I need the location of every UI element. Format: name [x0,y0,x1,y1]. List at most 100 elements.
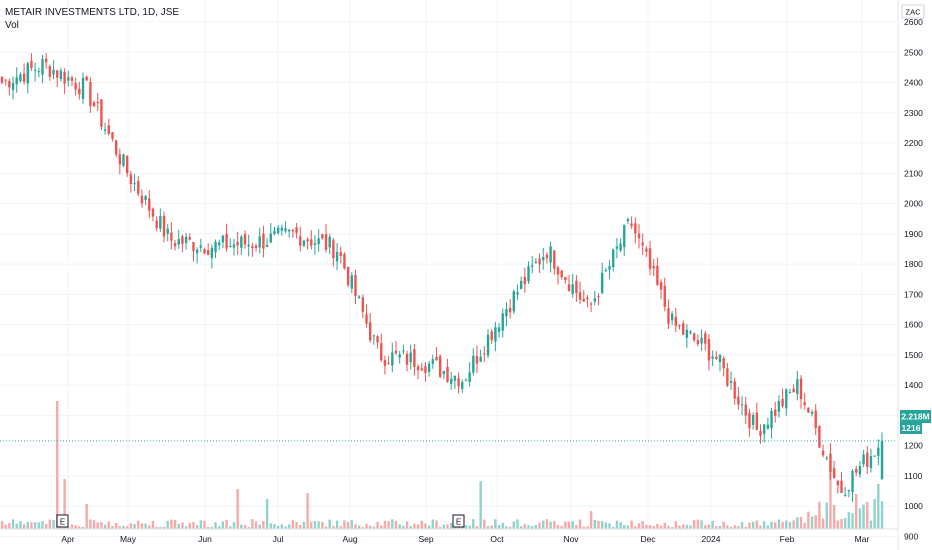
volume-bar [623,525,626,529]
candle [111,131,114,142]
candle [133,173,136,191]
volume-bar [291,520,295,529]
earnings-marker-2[interactable]: E [452,514,465,528]
earnings-marker-1-text: E [60,518,65,527]
volume-bar [67,526,70,529]
candle [85,75,88,82]
candle [762,424,766,443]
volume-bar [777,519,781,529]
candle [63,68,66,94]
earnings-marker-1[interactable]: E [56,514,69,528]
volume-bar [604,522,608,529]
candle [689,330,692,335]
candle [177,229,180,249]
candle [792,384,795,393]
candle [125,154,129,177]
candle [494,321,497,352]
candle [755,402,759,431]
volume-bar [553,520,556,529]
volume-bar [22,524,26,529]
volume-bar [600,521,604,529]
time-axis[interactable]: Apr May Jun Jul Aug Sep Oct Nov Dec 2024 Feb Mar [61,534,869,544]
volume-bars [0,401,884,529]
candle [328,233,331,255]
candle [516,284,519,300]
volume-bar [409,525,412,529]
volume-bar [214,522,217,529]
candle [825,455,828,461]
candle [751,412,755,430]
candle [821,444,825,458]
candle [56,69,59,88]
volume-bar [866,501,869,529]
candle [310,230,313,250]
volume-bar [733,525,736,529]
candle [321,233,324,240]
time-tick-label: Feb [780,534,795,544]
volume-bar [722,521,725,529]
time-tick-label: Dec [640,534,656,544]
candle [630,216,633,230]
candle [357,295,361,300]
candle [188,233,191,241]
candle [869,448,873,473]
candle [144,194,147,206]
candle [674,308,678,333]
candle [438,354,442,379]
candle [173,240,177,251]
candle [365,304,368,328]
candle [575,274,578,303]
volume-bar [221,521,225,529]
candle [700,329,703,351]
candle [836,480,840,494]
candle [376,334,379,349]
volume-bar [648,525,652,529]
volume-bar [435,520,438,529]
candle [645,246,648,258]
candle [626,217,630,225]
candle [534,258,538,264]
volume-bar [44,523,48,529]
candle [486,329,490,358]
volume-bar [630,520,633,529]
volume-bar [593,519,597,529]
volume-bar [247,526,250,529]
volume-bar [265,499,269,529]
volume-bar [199,520,203,529]
volume-bar [450,523,453,529]
candle [519,276,523,290]
candle [435,347,438,361]
volume-badge: 2.218M [900,410,931,423]
candle [450,372,453,390]
candle [612,248,615,272]
volume-bar [92,520,96,529]
candle [531,256,534,274]
volume-bar [424,523,427,529]
candle [284,221,287,234]
candle [578,281,582,305]
price-axis[interactable]: 9001000110012001300140015001600170018001… [904,17,923,541]
volume-bar [173,519,177,529]
volume-bar [394,520,398,529]
volume-bar [527,525,530,529]
volume-bar [505,526,508,529]
candle [398,350,401,364]
volume-bar [111,526,114,529]
candle [729,371,733,391]
candle [394,340,398,356]
volume-bar [273,524,276,529]
volume-bar [803,522,806,529]
volume-bar [427,525,431,529]
candle [424,361,427,382]
candle [339,246,342,264]
volume-bar [534,524,538,529]
candle [37,67,41,78]
time-tick-label: Oct [490,534,504,544]
candle [681,320,685,335]
volume-bar [361,526,365,529]
candlesticks [0,53,884,502]
price-tick-label: 2500 [904,47,923,57]
volume-bar [442,524,446,529]
candle [122,153,125,168]
